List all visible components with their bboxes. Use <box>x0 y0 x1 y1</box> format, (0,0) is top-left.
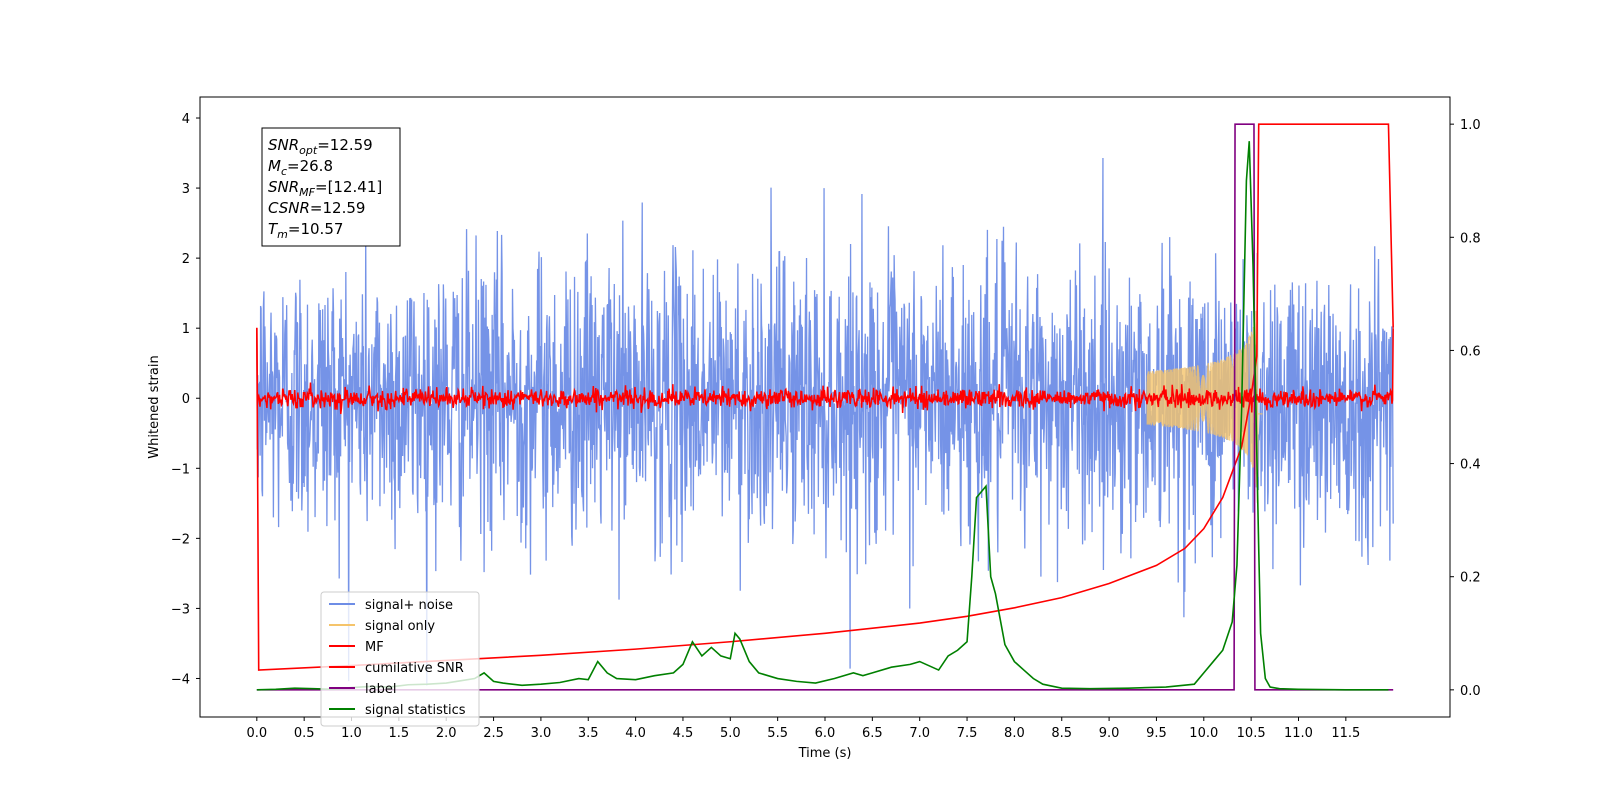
series-mf-line <box>256 328 1394 415</box>
x-tick-label: 2.5 <box>483 726 504 741</box>
annotation-line: Mc=26.8 <box>268 157 333 178</box>
legend-label: signal only <box>365 619 435 634</box>
x-tick-label: 5.5 <box>767 726 788 741</box>
y-tick-label: −1 <box>171 462 190 477</box>
x-tick-label: 0.5 <box>294 726 315 741</box>
y2-tick-label: 0.8 <box>1460 231 1481 246</box>
y-tick-label: 2 <box>182 252 190 267</box>
series-signal-statistics-line <box>256 141 1389 691</box>
annotation-line: Tm=10.57 <box>268 220 343 241</box>
plot-area <box>256 123 1394 691</box>
x-axis-label: Time (s) <box>798 746 852 761</box>
legend-label: MF <box>365 640 384 655</box>
legend-label: label <box>365 682 396 697</box>
series-signal-only-line <box>1146 310 1263 504</box>
x-tick-label: 6.0 <box>815 726 836 741</box>
y-axis-label: Whitened strain <box>147 355 162 458</box>
x-tick-label: 11.0 <box>1284 726 1313 741</box>
series-label-line <box>256 123 1394 691</box>
annotation-line: SNRopt=12.59 <box>268 136 373 157</box>
x-tick-label: 4.0 <box>625 726 646 741</box>
legend-frame <box>320 591 480 727</box>
annotation-frame <box>261 127 401 247</box>
x-tick-label: 10.5 <box>1237 726 1266 741</box>
x-tick-label: 11.5 <box>1331 726 1360 741</box>
x-tick-label: 8.5 <box>1051 726 1072 741</box>
y-tick-label: 3 <box>182 182 190 197</box>
legend-label: signal+ noise <box>365 598 453 613</box>
y2-tick-label: 0.4 <box>1460 458 1481 473</box>
x-tick-label: 6.5 <box>862 726 883 741</box>
annotation-line: CSNR=12.59 <box>268 199 365 217</box>
y-tick-label: −2 <box>171 532 190 547</box>
y2-tick-label: 0.2 <box>1460 571 1481 586</box>
stats-annotation-box: SNRopt=12.59Mc=26.8SNRMF=[12.41]CSNR=12.… <box>261 127 401 247</box>
y2-tick-label: 0.6 <box>1460 344 1481 359</box>
x-tick-label: 0.0 <box>246 726 267 741</box>
y-tick-label: 0 <box>182 392 190 407</box>
annotation-line: SNRMF=[12.41] <box>268 178 382 199</box>
x-tick-label: 10.0 <box>1189 726 1218 741</box>
x-tick-label: 3.5 <box>578 726 599 741</box>
y2-tick-label: 1.0 <box>1460 118 1481 133</box>
x-tick-label: 8.0 <box>1004 726 1025 741</box>
x-tick-label: 1.5 <box>389 726 410 741</box>
legend: signal+ noise signal only MF cumilative SNR… <box>320 591 480 727</box>
series-cumilative-snr-line <box>256 123 1394 671</box>
axes: 0.0 0.5 1.0 1.5 2.0 2.5 3.0 3.5 4.0 4.5 5.0 5.5 6.0 6… <box>171 112 1481 741</box>
x-tick-label: 9.5 <box>1146 726 1167 741</box>
y-tick-label: −4 <box>171 672 190 687</box>
x-tick-label: 4.5 <box>673 726 694 741</box>
legend-label: signal statistics <box>365 703 466 718</box>
series-signal-noise-line <box>256 157 1394 686</box>
y-tick-label: 1 <box>182 322 190 337</box>
x-tick-label: 5.0 <box>720 726 741 741</box>
x-tick-label: 7.5 <box>957 726 978 741</box>
y2-tick-label: 0.0 <box>1460 684 1481 699</box>
legend-label: cumilative SNR <box>365 661 464 676</box>
x-tick-label: 7.0 <box>909 726 930 741</box>
x-tick-label: 9.0 <box>1099 726 1120 741</box>
y-tick-label: 4 <box>182 112 190 127</box>
x-tick-label: 3.0 <box>531 726 552 741</box>
x-tick-label: 1.0 <box>341 726 362 741</box>
y-tick-label: −3 <box>171 602 190 617</box>
x-tick-label: 2.0 <box>436 726 457 741</box>
